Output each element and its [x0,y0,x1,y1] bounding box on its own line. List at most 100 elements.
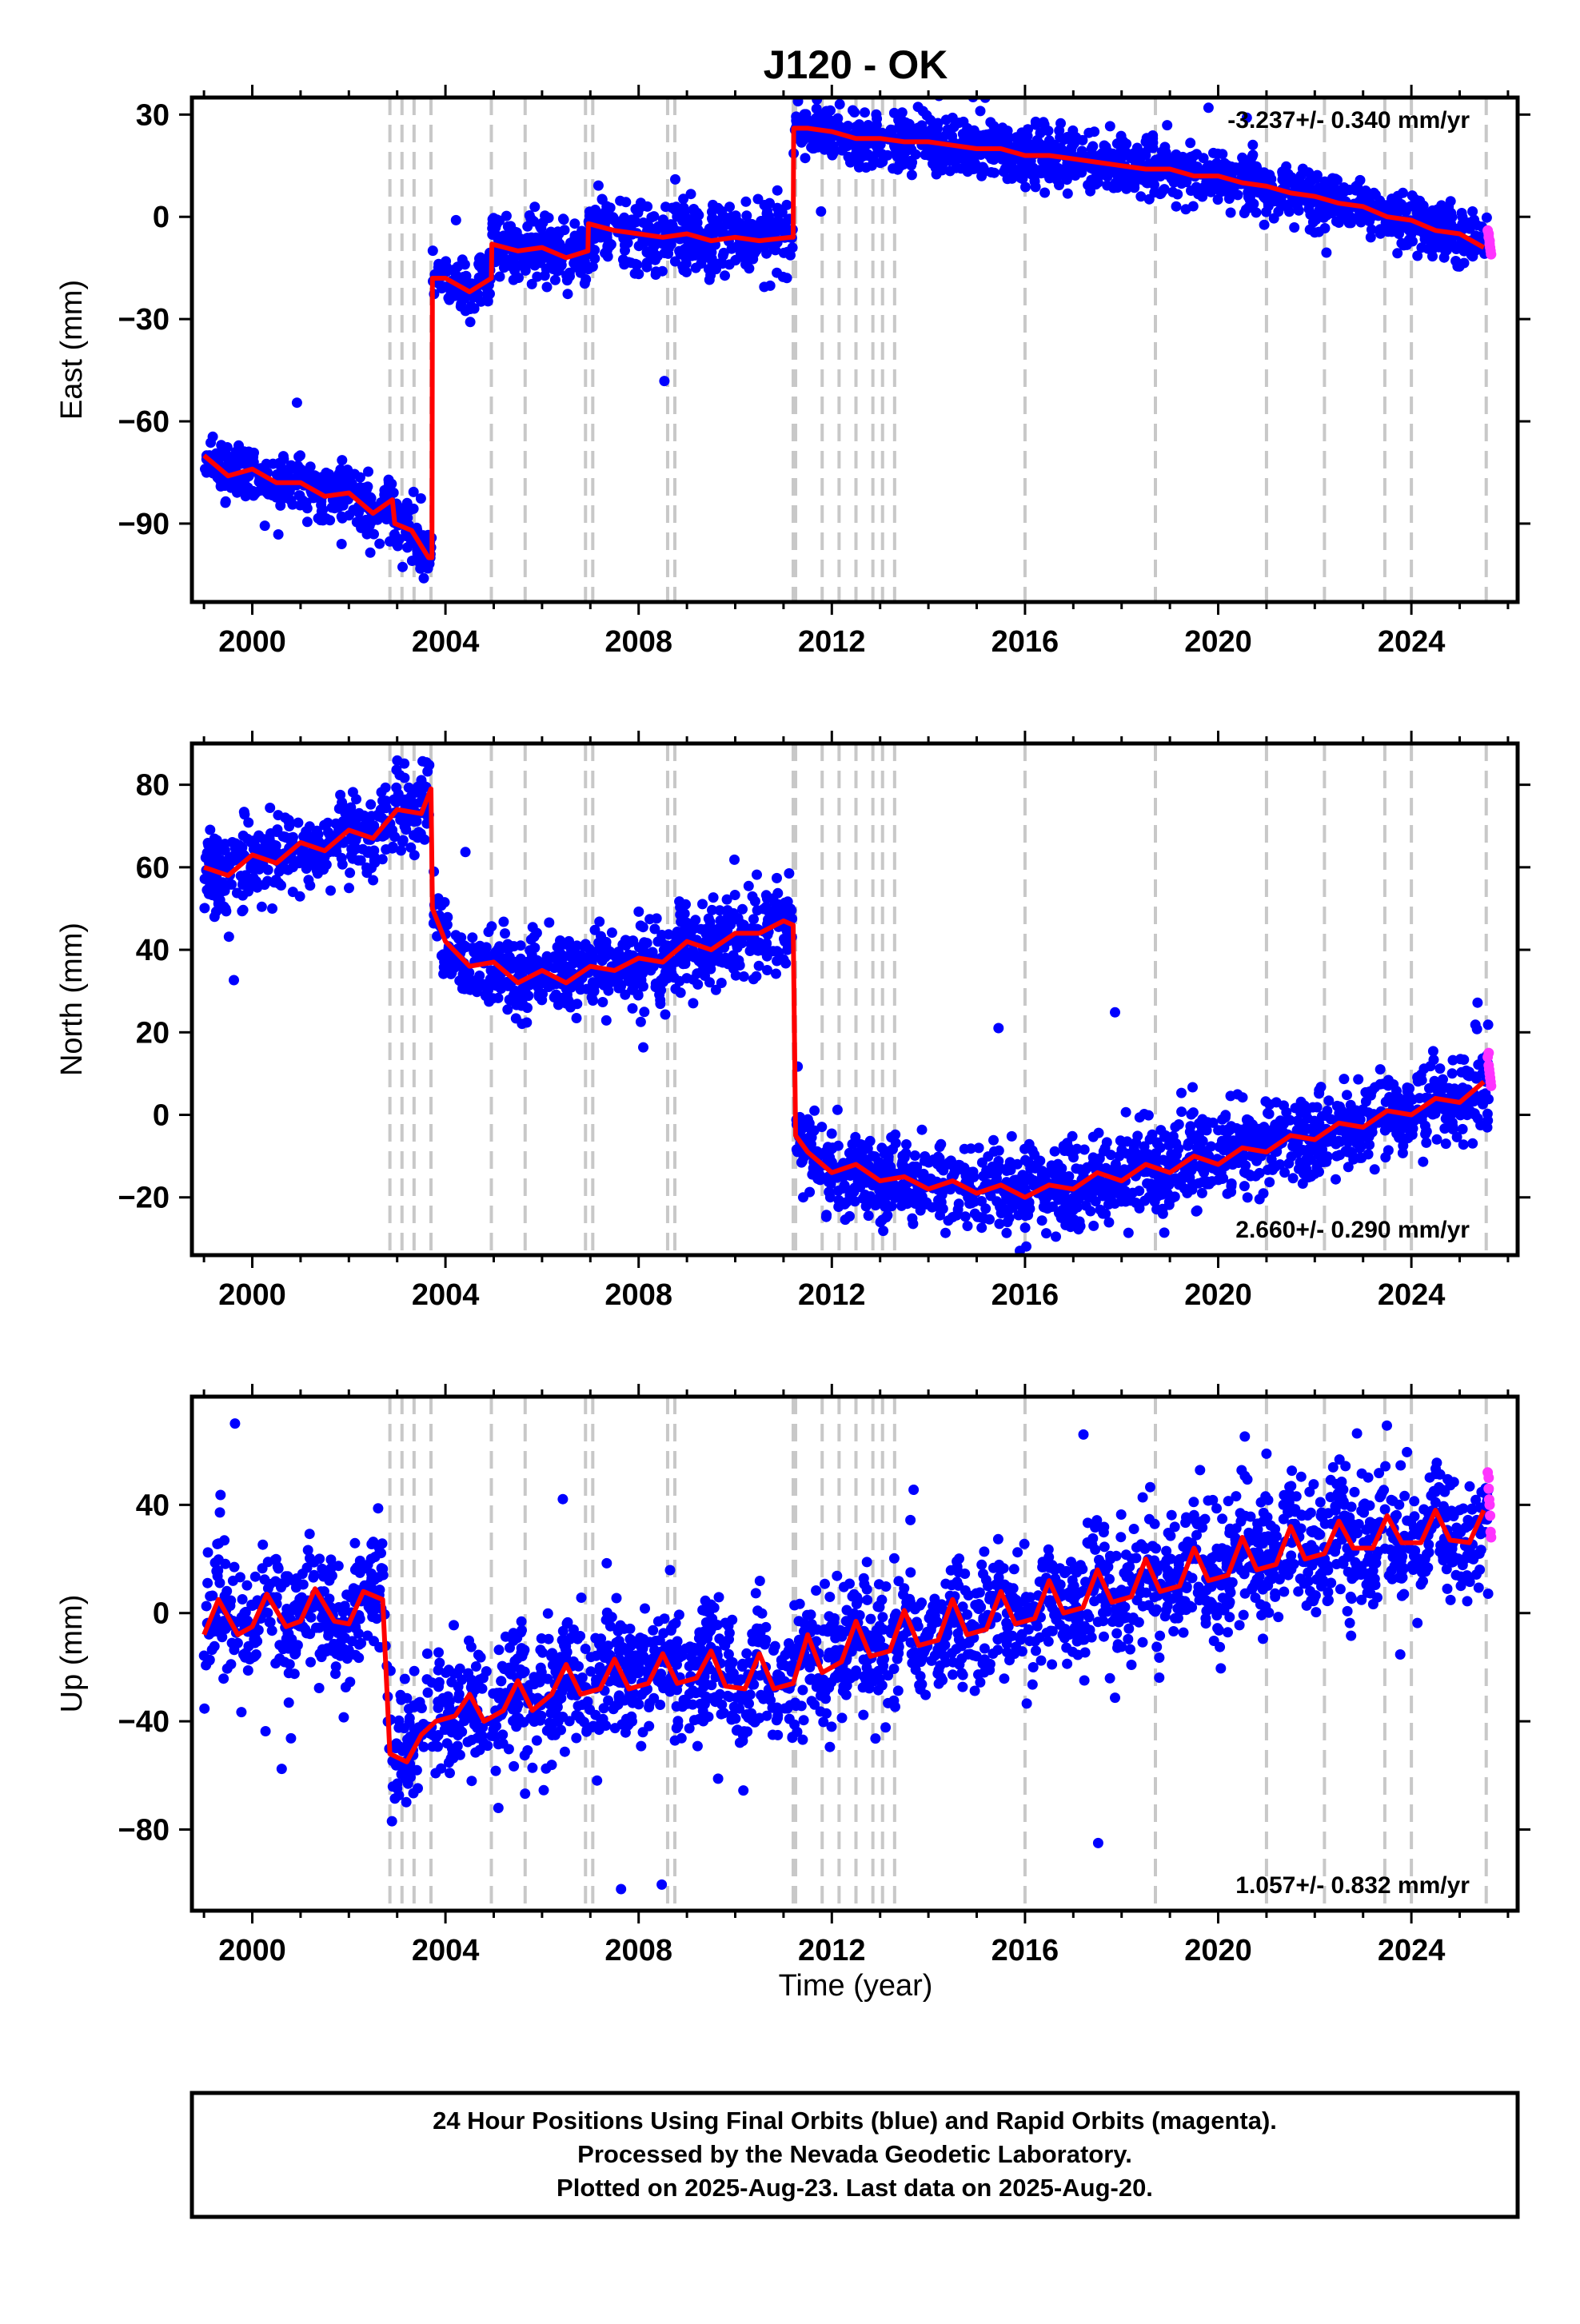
final-orbit-point [362,493,373,504]
final-orbit-point [511,1013,521,1023]
final-orbit-point [597,997,608,1007]
final-orbit-point [365,822,375,832]
final-orbit-point [853,156,864,166]
final-orbit-point [779,221,789,231]
final-orbit-point [1121,184,1131,194]
final-orbit-point [1155,189,1165,199]
y-tick-label: 0 [153,201,170,234]
final-orbit-point [1467,206,1478,217]
final-orbit-point [228,480,238,491]
final-orbit-point [1238,1092,1248,1102]
final-orbit-point [257,902,267,912]
final-orbit-point [542,282,553,293]
final-orbit-point [223,879,233,890]
final-orbit-point [1116,1145,1127,1155]
final-orbit-point [532,272,542,282]
final-orbit-point [848,106,858,116]
final-orbit-point [1295,1120,1305,1130]
final-orbit-point [907,157,917,168]
final-orbit-point [658,223,668,233]
final-orbit-point [740,253,750,264]
final-orbit-point [1475,1095,1486,1106]
final-orbit-point [1457,221,1467,232]
final-orbit-point [941,114,952,125]
final-orbit-point [782,273,792,283]
final-orbit-point [391,765,401,775]
final-orbit-point [1203,102,1214,113]
final-orbit-point [1331,1174,1341,1185]
final-orbit-point [655,999,665,1009]
final-orbit-point [451,215,461,225]
final-orbit-point [659,945,669,955]
final-orbit-point [345,867,355,878]
x-tick-label: 2000 [218,625,286,659]
final-orbit-point [1054,126,1064,136]
final-orbit-point [752,905,763,915]
final-orbit-point [533,989,544,999]
final-orbit-point [720,212,730,222]
final-orbit-point [396,845,406,855]
final-orbit-point [1279,1100,1289,1110]
final-orbit-point [949,154,960,165]
final-orbit-point [233,453,244,464]
final-orbit-point [704,275,715,285]
final-orbit-point [1077,145,1087,156]
final-orbit-point [636,1017,646,1027]
final-orbit-point [1296,170,1307,181]
final-orbit-point [962,161,972,171]
final-orbit-point [601,1015,612,1026]
x-tick-label: 2012 [798,625,866,659]
final-orbit-point [1277,166,1287,177]
final-orbit-point [860,107,870,118]
final-orbit-point [369,515,380,525]
final-orbit-point [704,253,714,263]
final-orbit-point [846,1185,856,1195]
final-orbit-point [525,210,535,221]
final-orbit-point [1388,224,1398,234]
final-orbit-point [752,870,762,880]
final-orbit-point [1355,175,1366,185]
final-orbit-point [883,1155,893,1166]
final-orbit-point [580,278,590,289]
final-orbit-point [1335,206,1345,217]
final-orbit-point [365,799,376,810]
final-orbit-point [1185,1121,1195,1131]
final-orbit-point [707,955,717,965]
final-orbit-point [301,468,312,479]
final-orbit-point [1016,133,1027,143]
final-orbit-point [1012,1159,1023,1170]
final-orbit-point [677,261,688,272]
final-orbit-point [1392,248,1402,258]
final-orbit-point [704,977,715,987]
final-orbit-point [648,211,659,221]
final-orbit-point [676,987,686,998]
final-orbit-point [1408,1123,1418,1134]
final-orbit-point [1483,1019,1494,1030]
final-orbit-point [1407,190,1418,201]
final-orbit-point [1459,258,1470,269]
final-orbit-point [349,469,360,480]
final-orbit-point [918,106,928,117]
final-orbit-point [605,202,616,213]
final-orbit-point [1264,1177,1275,1187]
final-orbit-point [446,287,457,297]
final-orbit-point [389,831,400,842]
final-orbit-point [319,820,329,831]
final-orbit-point [772,185,783,196]
final-orbit-point [603,251,613,261]
final-orbit-point [1339,1074,1349,1084]
final-orbit-point [363,467,373,477]
final-orbit-point [1041,1228,1051,1238]
final-orbit-point [1238,1130,1248,1140]
final-orbit-point [404,783,414,793]
final-orbit-point [1458,1054,1469,1065]
final-orbit-point [1260,169,1271,179]
final-orbit-point [770,217,780,227]
final-orbit-point [1163,1180,1174,1190]
final-orbit-point [976,106,986,116]
final-orbit-point [735,960,745,971]
final-orbit-point [1012,167,1023,177]
final-orbit-point [821,1210,832,1220]
final-orbit-point [988,1135,999,1146]
